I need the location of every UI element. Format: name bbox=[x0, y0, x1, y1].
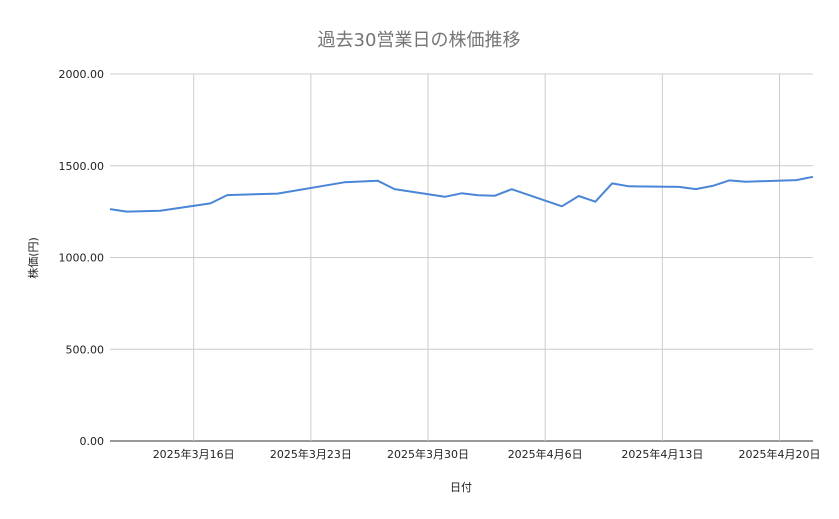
x-axis-ticks: 2025年3月16日 2025年3月23日 2025年3月30日 2025年4月6日 2… bbox=[153, 447, 821, 461]
y-axis-label: 株価(円) bbox=[26, 237, 40, 279]
x-tick-label: 2025年4月6日 bbox=[508, 447, 583, 461]
y-tick-label: 2000.00 bbox=[59, 68, 105, 81]
y-axis-ticks: 0.00 500.00 1000.00 1500.00 2000.00 bbox=[59, 68, 105, 448]
series-line bbox=[109, 175, 814, 213]
x-tick-label: 2025年3月23日 bbox=[270, 447, 352, 461]
x-tick-label: 2025年3月16日 bbox=[153, 447, 235, 461]
y-tick-label: 1000.00 bbox=[59, 252, 105, 265]
series-layer bbox=[109, 175, 814, 213]
x-tick-label: 2025年4月13日 bbox=[621, 447, 703, 461]
chart-title: 過去30営業日の株価推移 bbox=[318, 30, 521, 51]
y-tick-label: 1500.00 bbox=[59, 160, 105, 173]
y-tick-label: 0.00 bbox=[80, 435, 105, 448]
x-tick-label: 2025年3月30日 bbox=[387, 447, 469, 461]
gridlines bbox=[110, 73, 813, 442]
x-axis-label: 日付 bbox=[450, 481, 472, 494]
x-tick-label: 2025年4月20日 bbox=[739, 447, 821, 461]
y-tick-label: 500.00 bbox=[66, 343, 105, 356]
